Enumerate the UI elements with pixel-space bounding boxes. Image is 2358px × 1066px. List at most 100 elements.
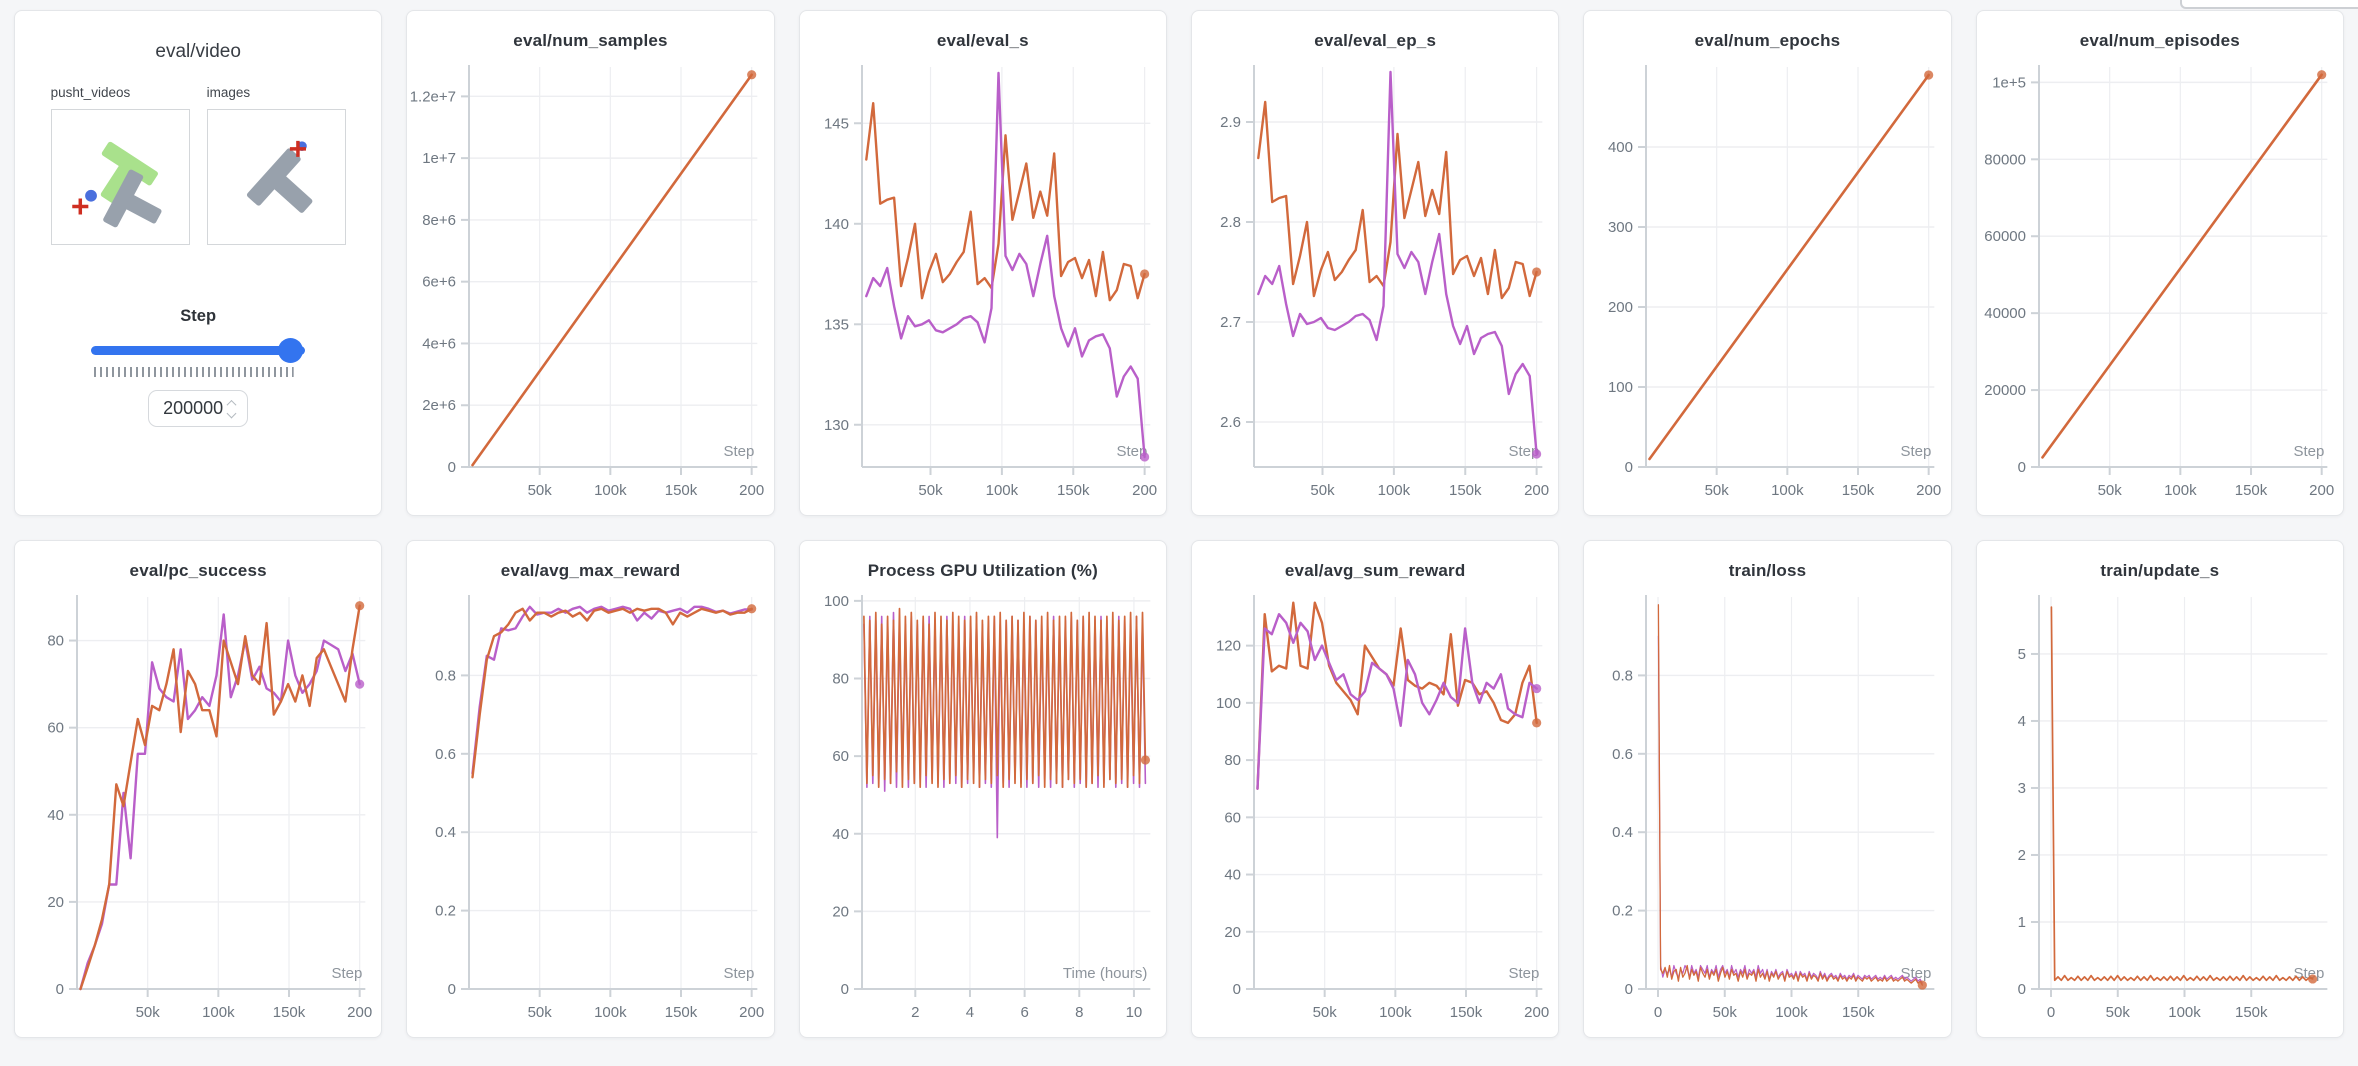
chart-title: eval/avg_sum_reward bbox=[1284, 561, 1466, 580]
images-scene-image bbox=[246, 140, 313, 213]
svg-text:60: 60 bbox=[1224, 809, 1241, 826]
chart-title: eval/pc_success bbox=[129, 561, 267, 580]
svg-text:150k: 150k bbox=[1449, 482, 1482, 499]
svg-text:200: 200 bbox=[739, 482, 764, 499]
svg-text:140: 140 bbox=[824, 216, 849, 233]
chart-canvas-eval-ep-s[interactable]: 2.6 2.7 2.8 2.9 50k 100k 150k 200 Step bbox=[1192, 55, 1558, 511]
svg-text:80: 80 bbox=[832, 671, 849, 688]
step-value-input[interactable] bbox=[161, 398, 224, 419]
chart-canvas-eval-s[interactable]: 130 135 140 145 50k 100k 150k 200 Step bbox=[800, 55, 1166, 511]
svg-text:200: 200 bbox=[347, 1004, 372, 1021]
svg-text:0: 0 bbox=[1654, 1004, 1662, 1021]
svg-text:80: 80 bbox=[1224, 752, 1241, 769]
svg-text:6e+6: 6e+6 bbox=[423, 274, 457, 291]
svg-text:4: 4 bbox=[965, 1004, 973, 1021]
chart-canvas-num-episodes[interactable]: 0 20000 40000 60000 80000 1e+5 50k 100k 150k 200 S… bbox=[1977, 55, 2343, 511]
svg-text:50k: 50k bbox=[1713, 1004, 1738, 1021]
svg-text:10: 10 bbox=[1125, 1004, 1142, 1021]
thumb-label-images: images bbox=[206, 85, 251, 100]
svg-text:Step: Step bbox=[1116, 443, 1147, 460]
chart-canvas-avg-max-reward[interactable]: 0 0.2 0.4 0.6 0.8 50k 100k 150k 200 Step bbox=[407, 585, 773, 1033]
svg-text:80: 80 bbox=[47, 633, 64, 650]
images-thumbnail[interactable] bbox=[206, 109, 346, 245]
pusht-video-thumbnail[interactable] bbox=[50, 109, 190, 245]
panel-eval-eval-s: eval/eval_s 130 135 140 145 50k 100k 150k 200 St… bbox=[798, 10, 1167, 516]
svg-text:5: 5 bbox=[2017, 646, 2025, 663]
svg-text:20: 20 bbox=[832, 903, 849, 920]
panel-eval-avg-max-reward: eval/avg_max_reward 0 0.2 0.4 0.6 0.8 50k 100k… bbox=[406, 540, 775, 1038]
svg-text:60: 60 bbox=[832, 748, 849, 765]
svg-text:8: 8 bbox=[1075, 1004, 1083, 1021]
svg-text:130: 130 bbox=[824, 417, 849, 434]
svg-text:300: 300 bbox=[1608, 219, 1633, 236]
svg-text:2.9: 2.9 bbox=[1220, 114, 1241, 131]
thumb-col-images: images bbox=[206, 85, 346, 245]
svg-text:150k: 150k bbox=[1842, 482, 1875, 499]
svg-text:100k: 100k bbox=[202, 1004, 235, 1021]
svg-text:200: 200 bbox=[2309, 482, 2334, 499]
svg-text:2.8: 2.8 bbox=[1220, 214, 1241, 231]
svg-text:8e+6: 8e+6 bbox=[423, 212, 457, 229]
svg-text:100k: 100k bbox=[594, 1004, 627, 1021]
chart-title: eval/num_epochs bbox=[1694, 31, 1841, 50]
panel-eval-video: eval/video pusht_videos bbox=[14, 10, 383, 516]
svg-text:150k: 150k bbox=[2235, 1004, 2268, 1021]
svg-text:4e+6: 4e+6 bbox=[423, 335, 457, 352]
panel-eval-avg-sum-reward: eval/avg_sum_reward 0 20 40 60 80 100 120 50k 10… bbox=[1191, 540, 1560, 1038]
chart-canvas-num-samples[interactable]: 0 2e+6 4e+6 6e+6 8e+6 1e+7 1.2e+7 50k 100k 150k 20… bbox=[407, 55, 773, 511]
chart-canvas-num-epochs[interactable]: 0 100 200 300 400 50k 100k 150k 200 Step bbox=[1584, 55, 1950, 511]
panel-eval-pc-success: eval/pc_success 0 20 40 60 80 50k 100k 150k 200 S… bbox=[14, 540, 383, 1038]
svg-text:60000: 60000 bbox=[1984, 228, 2026, 245]
svg-text:1: 1 bbox=[2017, 914, 2025, 931]
svg-text:0.8: 0.8 bbox=[1612, 667, 1633, 684]
svg-text:400: 400 bbox=[1608, 139, 1633, 156]
chart-canvas-avg-sum-reward[interactable]: 0 20 40 60 80 100 120 50k 100k 150k 200 Step bbox=[1192, 585, 1558, 1033]
panel-eval-num-epochs: eval/num_epochs 0 100 200 300 400 50k 100k 150k… bbox=[1583, 10, 1952, 516]
svg-text:Time (hours): Time (hours) bbox=[1063, 965, 1147, 982]
svg-text:200: 200 bbox=[739, 1004, 764, 1021]
svg-text:100k: 100k bbox=[1771, 482, 1804, 499]
svg-text:40: 40 bbox=[832, 826, 849, 843]
step-slider-heading: Step bbox=[180, 307, 217, 325]
goal-cross-icon bbox=[289, 140, 306, 157]
panel-eval-num-episodes: eval/num_episodes 0 20000 40000 60000 80000 1… bbox=[1975, 10, 2344, 516]
svg-text:2.7: 2.7 bbox=[1220, 314, 1241, 331]
partial-panel-edge bbox=[2180, 0, 2358, 9]
svg-text:100: 100 bbox=[824, 593, 849, 610]
svg-text:Step: Step bbox=[724, 443, 755, 460]
svg-text:100: 100 bbox=[1216, 695, 1241, 712]
svg-text:4: 4 bbox=[2017, 713, 2025, 730]
svg-text:100k: 100k bbox=[1378, 482, 1411, 499]
step-slider[interactable] bbox=[91, 338, 306, 364]
svg-text:100k: 100k bbox=[594, 482, 627, 499]
step-slider-thumb[interactable] bbox=[278, 338, 304, 363]
chart-title: eval/eval_s bbox=[936, 31, 1029, 50]
thumb-label-pusht-videos: pusht_videos bbox=[50, 85, 131, 100]
svg-text:50k: 50k bbox=[528, 1004, 553, 1021]
chart-canvas-gpu-utilization[interactable]: 0 20 40 60 80 100 2 4 6 8 10 Time (hours) bbox=[800, 585, 1166, 1033]
svg-text:Step: Step bbox=[1901, 443, 1932, 460]
svg-text:100k: 100k bbox=[2164, 482, 2197, 499]
step-decrement-icon[interactable] bbox=[226, 408, 237, 419]
svg-text:135: 135 bbox=[824, 316, 849, 333]
agent-dot-icon bbox=[84, 189, 97, 202]
chart-canvas-pc-success[interactable]: 0 20 40 60 80 50k 100k 150k 200 Step bbox=[15, 585, 381, 1033]
svg-text:Step: Step bbox=[1508, 965, 1539, 982]
svg-text:0: 0 bbox=[1233, 981, 1241, 998]
svg-text:40: 40 bbox=[47, 807, 64, 824]
svg-text:50k: 50k bbox=[2105, 1004, 2130, 1021]
panel-eval-eval-ep-s: eval/eval_ep_s 2.6 2.7 2.8 2.9 50k 100k 150k 20… bbox=[1191, 10, 1560, 516]
svg-text:80000: 80000 bbox=[1984, 151, 2026, 168]
svg-text:150k: 150k bbox=[1057, 482, 1090, 499]
svg-text:Step: Step bbox=[724, 965, 755, 982]
chart-title: Process GPU Utilization (%) bbox=[867, 561, 1098, 580]
step-slider-track[interactable] bbox=[91, 346, 306, 355]
svg-text:50k: 50k bbox=[1310, 482, 1335, 499]
svg-text:100k: 100k bbox=[2168, 1004, 2201, 1021]
svg-text:0.2: 0.2 bbox=[435, 903, 456, 920]
svg-text:100k: 100k bbox=[1776, 1004, 1809, 1021]
svg-text:0: 0 bbox=[2017, 981, 2025, 998]
